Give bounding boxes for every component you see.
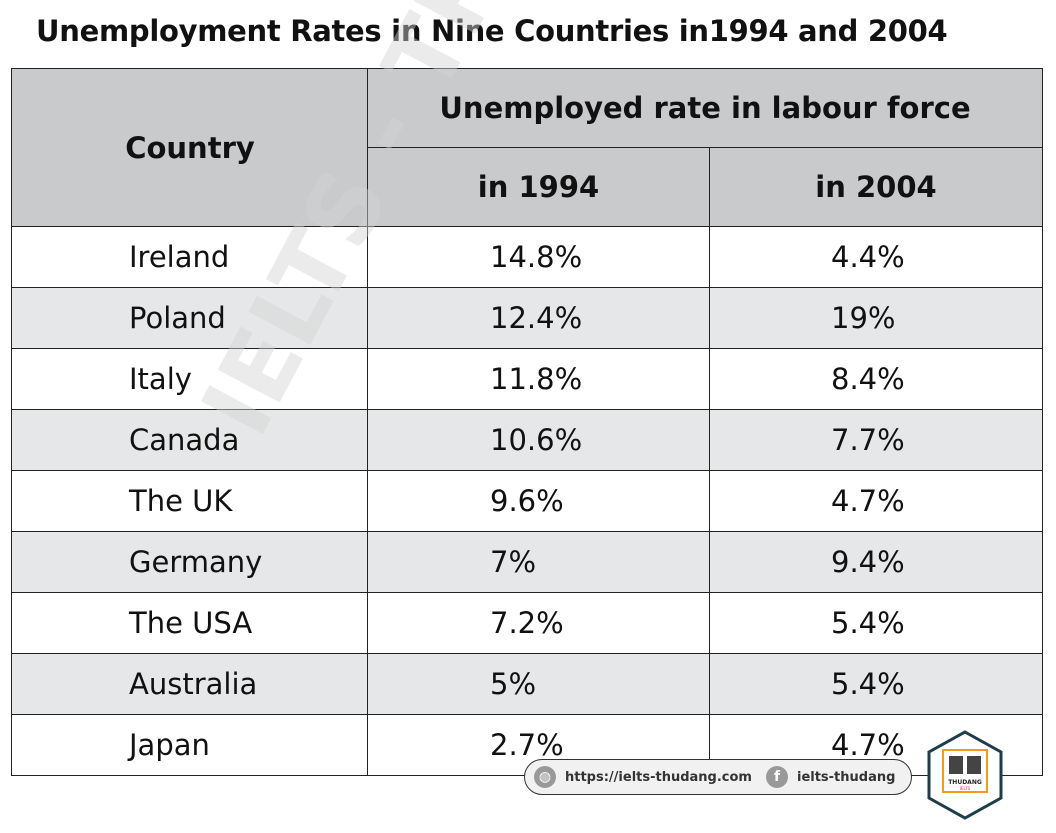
svg-text:IELTS: IELTS [960, 786, 971, 791]
country-cell: The UK [11, 470, 368, 532]
table-row: Australia 5% 5.4% [11, 653, 1043, 715]
table-row: The UK 9.6% 4.7% [11, 470, 1043, 532]
country-cell: Australia [11, 653, 368, 715]
table-row: Poland 12.4% 19% [11, 287, 1043, 349]
country-cell: The USA [11, 592, 368, 654]
website-link[interactable]: https://ielts-thudang.com [565, 769, 752, 785]
value-2004-cell: 5.4% [709, 592, 1043, 654]
value-2004-cell: 7.7% [709, 409, 1043, 471]
page-title: Unemployment Rates in Nine Countries in1… [36, 14, 948, 48]
table-row: Canada 10.6% 7.7% [11, 409, 1043, 471]
value-1994-cell: 11.8% [367, 348, 710, 410]
table-row: Italy 11.8% 8.4% [11, 348, 1043, 410]
value-1994-cell: 7% [367, 531, 710, 593]
value-2004-cell: 4.7% [709, 470, 1043, 532]
facebook-icon: f [765, 766, 788, 788]
data-table: Country Unemployed rate in labour force … [11, 68, 1043, 776]
value-2004-cell: 9.4% [709, 531, 1043, 593]
table-row: Japan 2.7% 4.7% [11, 714, 1043, 776]
value-2004-cell: 4.4% [709, 226, 1043, 288]
country-cell: Ireland [11, 226, 368, 288]
value-2004-cell: 8.4% [709, 348, 1043, 410]
country-cell: Canada [11, 409, 368, 471]
value-2004-cell: 19% [709, 287, 1043, 349]
country-cell: Germany [11, 531, 368, 593]
table-row: Germany 7% 9.4% [11, 531, 1043, 593]
thudang-logo: THUDANG IELTS [927, 730, 1003, 820]
value-1994-cell: 5% [367, 653, 710, 715]
header-country: Country [11, 68, 368, 227]
value-1994-cell: 14.8% [367, 226, 710, 288]
globe-icon: ◍ [534, 766, 556, 788]
header-1994: in 1994 [367, 147, 710, 227]
country-cell: Poland [11, 287, 368, 349]
facebook-link[interactable]: ielts-thudang [796, 769, 896, 785]
svg-text:THUDANG: THUDANG [948, 779, 982, 786]
table-row: Ireland 14.8% 4.4% [11, 226, 1043, 288]
value-1994-cell: 12.4% [367, 287, 710, 349]
header-group: Unemployed rate in labour force [367, 68, 1043, 148]
value-1994-cell: 10.6% [367, 409, 710, 471]
country-cell: Japan [11, 714, 368, 776]
table-row: The USA 7.2% 5.4% [11, 592, 1043, 654]
header-2004: in 2004 [709, 147, 1043, 227]
value-2004-cell: 5.4% [709, 653, 1043, 715]
country-cell: Italy [11, 348, 368, 410]
value-1994-cell: 7.2% [367, 592, 710, 654]
value-1994-cell: 9.6% [367, 470, 710, 532]
footer-bar: ◍ https://ielts-thudang.com f ielts-thud… [524, 759, 912, 795]
